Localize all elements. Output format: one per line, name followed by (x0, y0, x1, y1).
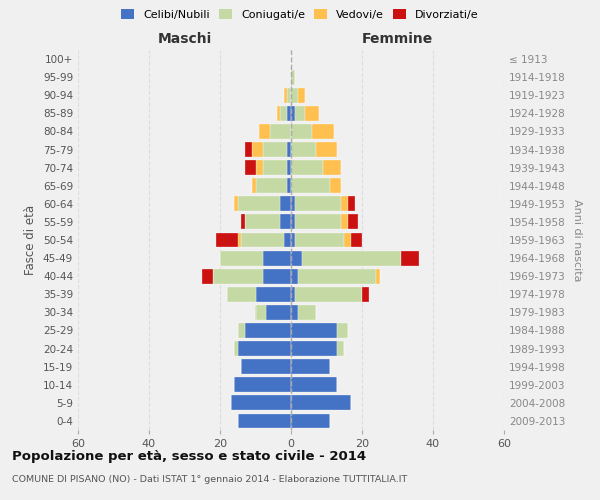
Text: Popolazione per età, sesso e stato civile - 2014: Popolazione per età, sesso e stato civil… (12, 450, 366, 463)
Bar (241, 232, 284, 248)
Bar (313, 124, 334, 139)
Bar (291, 414, 330, 428)
Bar (295, 106, 305, 121)
Bar (348, 196, 355, 211)
Bar (256, 305, 266, 320)
Bar (263, 269, 291, 283)
Bar (280, 106, 287, 121)
Bar (280, 214, 291, 230)
Bar (291, 124, 313, 139)
Bar (291, 250, 302, 266)
Bar (234, 341, 238, 356)
Y-axis label: Fasce di età: Fasce di età (25, 205, 37, 275)
Bar (291, 178, 330, 193)
Bar (341, 214, 348, 230)
Bar (213, 269, 263, 283)
Bar (230, 396, 291, 410)
Bar (259, 124, 270, 139)
Bar (280, 196, 291, 211)
Bar (245, 142, 252, 157)
Bar (284, 232, 291, 248)
Bar (263, 250, 291, 266)
Bar (291, 323, 337, 338)
Bar (291, 214, 295, 230)
Bar (252, 142, 263, 157)
Bar (291, 142, 316, 157)
Bar (291, 70, 295, 84)
Bar (291, 196, 295, 211)
Bar (287, 142, 291, 157)
Bar (241, 359, 291, 374)
Bar (234, 378, 291, 392)
Bar (238, 341, 291, 356)
Bar (287, 106, 291, 121)
Bar (287, 178, 291, 193)
Bar (291, 106, 295, 121)
Bar (284, 88, 287, 102)
Bar (291, 305, 298, 320)
Bar (298, 269, 376, 283)
Bar (302, 250, 401, 266)
Bar (234, 196, 238, 211)
Bar (337, 323, 348, 338)
Bar (256, 287, 291, 302)
Bar (291, 287, 295, 302)
Bar (344, 232, 352, 248)
Bar (287, 88, 291, 102)
Bar (337, 341, 344, 356)
Bar (263, 142, 287, 157)
Bar (291, 232, 295, 248)
Bar (202, 269, 213, 283)
Bar (256, 160, 263, 175)
Bar (348, 214, 358, 230)
Bar (238, 232, 241, 248)
Bar (245, 323, 291, 338)
Bar (256, 178, 287, 193)
Bar (227, 287, 256, 302)
Bar (295, 287, 362, 302)
Text: Femmine: Femmine (362, 32, 433, 46)
Bar (270, 124, 291, 139)
Bar (291, 160, 323, 175)
Bar (341, 196, 348, 211)
Bar (330, 178, 341, 193)
Bar (295, 232, 344, 248)
Bar (291, 269, 298, 283)
Bar (376, 269, 380, 283)
Bar (245, 160, 256, 175)
Legend: Celibi/Nubili, Coniugati/e, Vedovi/e, Divorziati/e: Celibi/Nubili, Coniugati/e, Vedovi/e, Di… (118, 6, 482, 23)
Bar (291, 359, 330, 374)
Bar (316, 142, 337, 157)
Bar (291, 378, 337, 392)
Bar (362, 287, 369, 302)
Bar (291, 341, 337, 356)
Text: COMUNE DI PISANO (NO) - Dati ISTAT 1° gennaio 2014 - Elaborazione TUTTITALIA.IT: COMUNE DI PISANO (NO) - Dati ISTAT 1° ge… (12, 475, 407, 484)
Bar (323, 160, 341, 175)
Bar (298, 88, 305, 102)
Bar (245, 214, 280, 230)
Bar (401, 250, 419, 266)
Bar (238, 196, 280, 211)
Bar (305, 106, 319, 121)
Bar (298, 305, 316, 320)
Bar (266, 305, 291, 320)
Bar (238, 414, 291, 428)
Bar (291, 88, 298, 102)
Bar (295, 214, 341, 230)
Bar (295, 196, 341, 211)
Bar (291, 396, 352, 410)
Y-axis label: Anni di nascita: Anni di nascita (572, 198, 582, 281)
Bar (220, 250, 263, 266)
Bar (263, 160, 287, 175)
Bar (217, 232, 238, 248)
Text: Maschi: Maschi (157, 32, 212, 46)
Bar (287, 160, 291, 175)
Bar (352, 232, 362, 248)
Bar (252, 178, 256, 193)
Bar (277, 106, 280, 121)
Bar (238, 323, 245, 338)
Bar (241, 214, 245, 230)
